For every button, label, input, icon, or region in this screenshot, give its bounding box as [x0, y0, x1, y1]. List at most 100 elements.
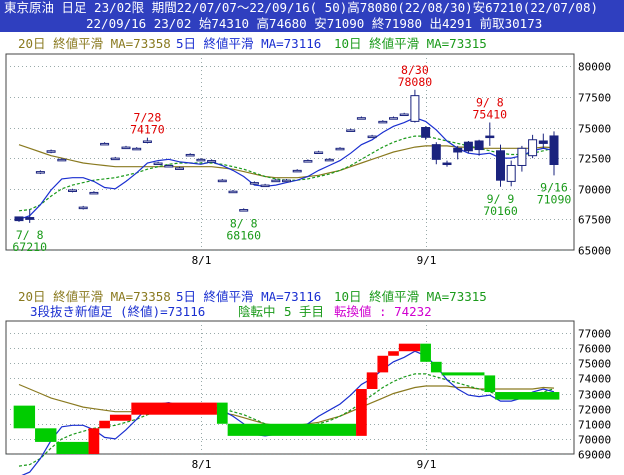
falling-bar — [441, 372, 485, 376]
candle-body — [100, 142, 110, 146]
candle-body — [132, 147, 142, 151]
candle-body — [549, 135, 559, 165]
candle-body — [207, 160, 217, 163]
price-annotation: 7/ 8 — [16, 228, 44, 242]
y-tick-label: 80000 — [578, 61, 611, 74]
candle-body — [506, 164, 516, 182]
candle-body — [68, 189, 77, 192]
candle-body — [517, 147, 527, 166]
candle-body — [410, 95, 420, 122]
candle-body — [378, 120, 388, 124]
price-annotation: 70160 — [483, 204, 518, 218]
rising-bar — [398, 343, 421, 352]
candle-body — [324, 158, 334, 162]
candle-body — [249, 182, 259, 185]
candle-body — [282, 179, 291, 183]
y-tick-label: 67500 — [578, 214, 611, 227]
x-tick-label: 8/1 — [192, 458, 212, 471]
falling-bar — [56, 441, 89, 454]
reversal-state: 陰転中 — [238, 304, 276, 319]
price-annotation: 71090 — [537, 192, 572, 206]
legend-ma5-bottom: 5日 終値平滑 MA=73116 — [176, 289, 322, 304]
y-tick-label: 75000 — [578, 123, 611, 136]
new-value-bar-panel: 69000 70000 71000 72000 73000 74000 75000 76000… — [5, 320, 611, 475]
price-annotation: 68160 — [226, 228, 261, 242]
y-tick-label: 70000 — [578, 434, 611, 447]
rising-bar — [131, 402, 217, 415]
rising-bar — [388, 351, 399, 356]
y-tick-label: 74000 — [578, 373, 611, 386]
price-annotation: 8/ 8 — [230, 216, 258, 230]
candle-body — [89, 191, 99, 195]
price-annotation: 75410 — [472, 107, 507, 121]
candle-body — [356, 117, 366, 120]
candle-body — [421, 127, 431, 138]
x-tick-label: 9/1 — [417, 254, 437, 267]
x-tick-label: 8/1 — [192, 254, 212, 267]
candle-body — [110, 157, 120, 161]
price-annotation: 9/16 — [540, 180, 568, 194]
falling-bar — [35, 428, 57, 442]
chart-header: 東京原油 日足 23/02限 期間22/07/07～22/09/16( 50)高… — [0, 0, 624, 32]
candle-body — [78, 206, 88, 210]
y-tick-label: 65000 — [578, 245, 611, 258]
y-tick-label: 77000 — [578, 328, 611, 341]
rising-bar — [99, 420, 110, 429]
legend-ma10-bottom: 10日 終値平滑 MA=73315 — [334, 289, 487, 304]
legend-ma20-bottom: 20日 終値平滑 MA=73358 — [18, 289, 171, 304]
plot-frame — [5, 53, 575, 251]
legend-ma5-top: 5日 終値平滑 MA=73116 — [176, 36, 322, 51]
price-annotation: 67210 — [12, 240, 47, 254]
falling-bar — [420, 343, 431, 362]
candle-body — [292, 169, 302, 173]
candle-body — [271, 179, 281, 183]
ma5-line — [18, 117, 555, 220]
candle-body — [528, 139, 538, 157]
candle-body — [57, 158, 67, 162]
candle-body — [367, 135, 377, 139]
candle-body — [228, 190, 238, 194]
candle-body — [442, 162, 452, 166]
header-summary-line: 東京原油 日足 23/02限 期間22/07/07～22/09/16( 50)高… — [4, 0, 599, 15]
candle-body — [142, 140, 152, 143]
candle-body — [217, 179, 227, 183]
candle-body — [463, 141, 473, 152]
falling-bar — [430, 361, 442, 373]
candle-body — [46, 150, 56, 153]
y-tick-label: 73000 — [578, 389, 611, 402]
candle-body — [496, 150, 505, 181]
y-tick-label: 76000 — [578, 343, 611, 356]
candle-body — [399, 113, 409, 117]
rising-bar — [88, 428, 100, 454]
candle-body — [474, 140, 484, 151]
candle-body — [389, 117, 398, 120]
candle-body — [153, 162, 163, 166]
x-tick-label: 9/1 — [417, 458, 437, 471]
price-annotation: 8/30 — [401, 63, 429, 77]
candle-body — [485, 135, 495, 139]
candle-body — [185, 153, 195, 157]
price-annotation: 74170 — [130, 123, 165, 137]
candle-body — [239, 209, 249, 212]
price-annotation: 78080 — [398, 75, 433, 89]
y-tick-label: 72000 — [578, 404, 611, 417]
candle-body — [335, 147, 345, 151]
y-tick-label: 72500 — [578, 153, 611, 166]
candle-body — [196, 158, 206, 162]
rising-bar — [377, 355, 389, 373]
candlestick-panel: 65000 67500 70000 72500 75000 77500 80000 8/1 9/… — [5, 53, 611, 267]
falling-bar — [484, 375, 496, 393]
candle-body — [25, 217, 35, 220]
price-annotation: 7/28 — [134, 111, 162, 125]
newvalue-status-label: 3段抜き新値足 (終値)=73116 — [30, 304, 206, 319]
candle-body — [164, 164, 174, 168]
falling-bar — [227, 423, 357, 436]
candle-body — [346, 129, 356, 132]
legend-ma20-top: 20日 終値平滑 MA=73358 — [18, 36, 171, 51]
candle-body — [314, 151, 324, 154]
turn-value: 転換値 : 74232 — [334, 304, 432, 319]
y-tick-label: 69000 — [578, 449, 611, 462]
price-annotation: 9/ 9 — [487, 192, 515, 206]
y-tick-label: 75000 — [578, 358, 611, 371]
falling-bar — [216, 402, 228, 424]
